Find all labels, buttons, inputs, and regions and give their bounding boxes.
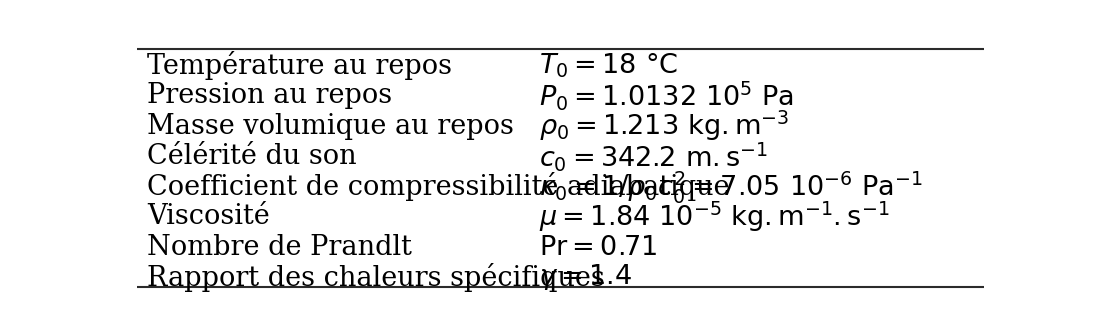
Text: $\rho_0 = 1.213\ \mathrm{kg.m}^{-3}$: $\rho_0 = 1.213\ \mathrm{kg.m}^{-3}$ <box>539 109 789 144</box>
Text: $P_0 = 1.0132\ 10^5\ \mathrm{Pa}$: $P_0 = 1.0132\ 10^5\ \mathrm{Pa}$ <box>539 79 795 112</box>
Text: $\kappa_0 = 1/\rho_0 c_0^2 = 7.05\ 10^{-6}\ \mathrm{Pa}^{-1}$: $\kappa_0 = 1/\rho_0 c_0^2 = 7.05\ 10^{-… <box>539 168 922 204</box>
Text: $T_0 = 18\ °\mathrm{C}$: $T_0 = 18\ °\mathrm{C}$ <box>539 51 678 80</box>
Text: Célérité du son: Célérité du son <box>146 143 356 170</box>
Text: $\mu = 1.84\ 10^{-5}\ \mathrm{kg.m}^{-1}.\mathrm{s}^{-1}$: $\mu = 1.84\ 10^{-5}\ \mathrm{kg.m}^{-1}… <box>539 199 890 234</box>
Text: Coefficient de compressibilité adiabatique: Coefficient de compressibilité adiabatiq… <box>146 172 729 201</box>
Text: Masse volumique au repos: Masse volumique au repos <box>146 113 514 140</box>
Text: $\mathrm{Pr} = 0.71$: $\mathrm{Pr} = 0.71$ <box>539 234 658 261</box>
Text: Pression au repos: Pression au repos <box>146 82 392 109</box>
Text: Viscosité: Viscosité <box>146 203 270 230</box>
Text: Nombre de Prandlt: Nombre de Prandlt <box>146 234 412 261</box>
Text: Température au repos: Température au repos <box>146 51 451 80</box>
Text: Rapport des chaleurs spécifiques: Rapport des chaleurs spécifiques <box>146 263 604 292</box>
Text: $c_0 = 342.2\ \mathrm{m.s}^{-1}$: $c_0 = 342.2\ \mathrm{m.s}^{-1}$ <box>539 140 768 173</box>
Text: $\gamma = 1.4$: $\gamma = 1.4$ <box>539 262 632 292</box>
